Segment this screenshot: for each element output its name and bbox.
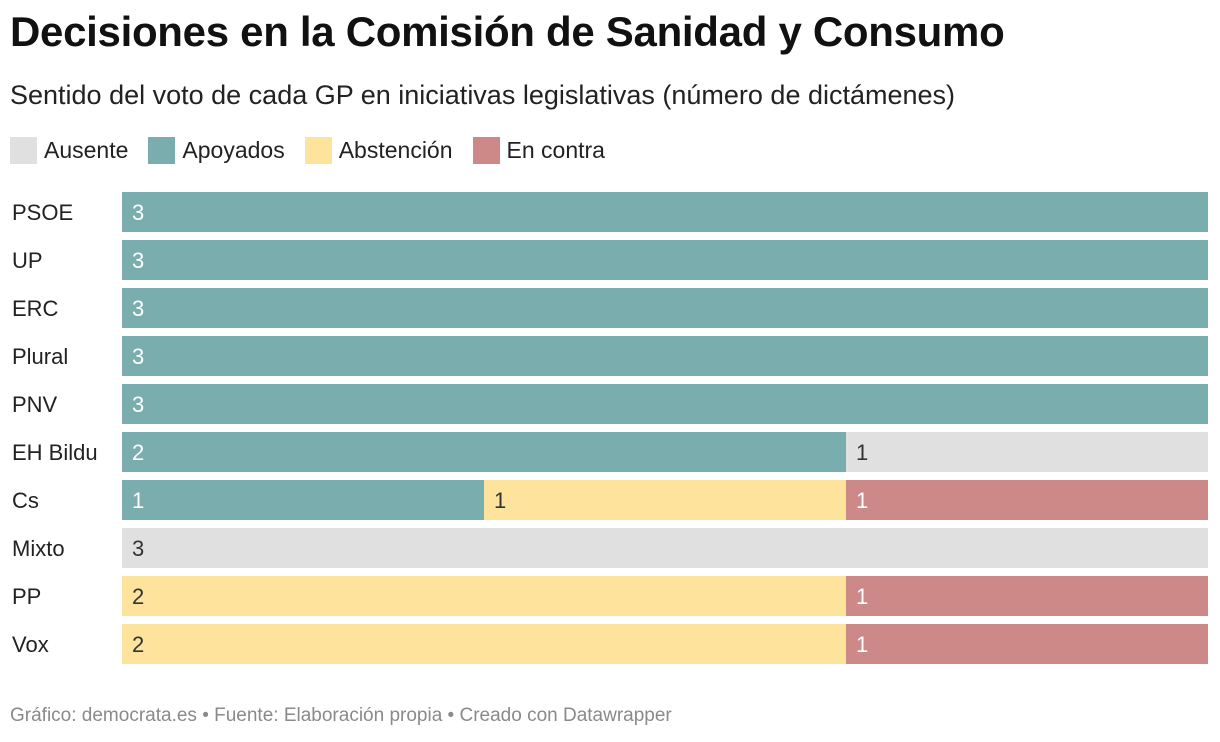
legend-swatch-apoyados [148,136,176,164]
data-label-pp-en-contra: 1 [856,584,868,609]
legend-label-abstencion: Abstención [338,136,453,163]
legend-swatch-abstencion [304,136,332,164]
data-label-plural-apoyados: 3 [132,344,144,369]
chart-subtitle: Sentido del voto de cada GP en iniciativ… [10,80,956,110]
legend-label-apoyados: Apoyados [182,136,285,163]
category-label-pp: PP [12,584,41,609]
bar-segment-eh-bildu-apoyados [122,432,846,472]
bar-segment-cs-abstencion [484,480,846,520]
category-label-eh-bildu: EH Bildu [12,440,98,465]
chart-footer: Gráfico: democrata.es • Fuente: Elaborac… [10,705,672,726]
bar-segment-cs-apoyados [122,480,484,520]
bar-segment-vox-en-contra [846,624,1208,664]
data-label-eh-bildu-ausente: 1 [856,440,868,465]
legend-item-en-contra: En contra [472,136,605,164]
bar-segment-plural-apoyados [122,336,1208,376]
legend-item-ausente: Ausente [10,136,129,164]
legend-label-en-contra: En contra [506,136,605,163]
bar-segment-vox-abstencion [122,624,846,664]
category-label-pnv: PNV [12,392,58,417]
legend-item-apoyados: Apoyados [148,136,285,164]
bar-segment-cs-en-contra [846,480,1208,520]
data-label-vox-abstencion: 2 [132,632,144,657]
legend-swatch-en-contra [472,136,500,164]
data-label-erc-apoyados: 3 [132,296,144,321]
data-label-mixto-ausente: 3 [132,536,144,561]
bar-segment-pnv-apoyados [122,384,1208,424]
data-label-pp-abstencion: 2 [132,584,144,609]
legend-label-ausente: Ausente [44,136,129,163]
data-label-cs-en-contra: 1 [856,488,868,513]
legend: Ausente Apoyados Abstención En contra [10,135,625,165]
category-label-up: UP [12,248,43,273]
bar-segment-psoe-apoyados [122,192,1208,232]
data-label-psoe-apoyados: 3 [132,200,144,225]
data-label-pnv-apoyados: 3 [132,392,144,417]
bar-segment-up-apoyados [122,240,1208,280]
category-label-psoe: PSOE [12,200,73,225]
legend-swatch-ausente [10,136,37,164]
chart-title: Decisiones en la Comisión de Sanidad y C… [10,8,1005,55]
bar-segment-pp-abstencion [122,576,846,616]
data-label-up-apoyados: 3 [132,248,144,273]
data-label-eh-bildu-apoyados: 2 [132,440,144,465]
bar-segment-erc-apoyados [122,288,1208,328]
bar-segment-mixto-ausente [122,528,1208,568]
data-label-cs-abstencion: 1 [494,488,506,513]
bar-segment-pp-en-contra [846,576,1208,616]
data-label-cs-apoyados: 1 [132,488,144,513]
category-label-erc: ERC [12,296,59,321]
bar-segment-eh-bildu-ausente [846,432,1208,472]
data-label-vox-en-contra: 1 [856,632,868,657]
category-label-plural: Plural [12,344,68,369]
category-label-vox: Vox [12,632,49,657]
category-label-mixto: Mixto [12,536,65,561]
legend-item-abstencion: Abstención [304,136,453,164]
category-label-cs: Cs [12,488,39,513]
